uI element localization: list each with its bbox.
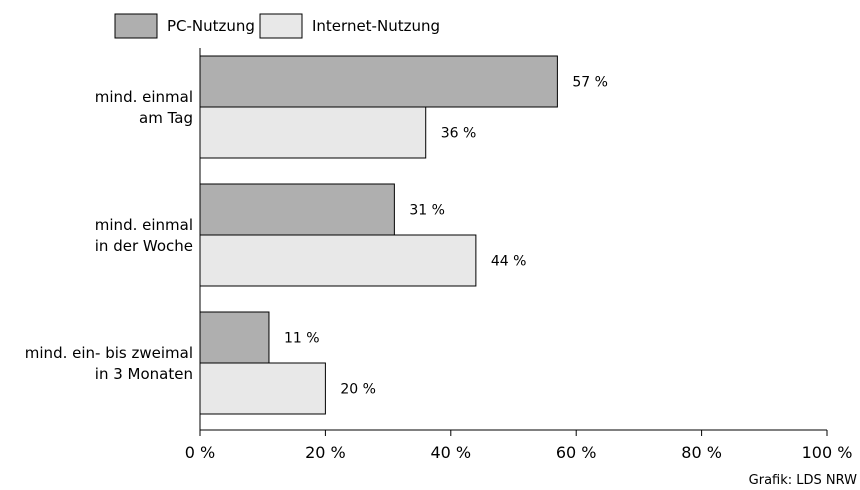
- legend-swatch-1: [114, 13, 158, 39]
- legend: PC-Nutzung Internet-Nutzung: [114, 13, 440, 39]
- category-label-1-line-2: am Tag: [139, 109, 193, 127]
- bar-pc-1: [199, 55, 558, 108]
- bar-internet-3: [199, 362, 326, 415]
- value-label-internet-1: 36 %: [441, 126, 477, 142]
- bar-pc-3: [199, 311, 270, 364]
- legend-swatch-2: [259, 13, 303, 39]
- legend-label-2: Internet-Nutzung: [312, 17, 440, 35]
- value-label-pc-3: 11 %: [284, 331, 320, 347]
- category-label-2-line-2: in der Woche: [95, 237, 193, 255]
- bar-internet-1: [199, 106, 427, 159]
- x-tick-label-0: 0 %: [185, 443, 215, 462]
- x-tick-label-3: 60 %: [556, 443, 597, 462]
- bars: 57 % 36 % 31 % 44 % 11 % 20 %: [199, 55, 608, 415]
- bar-internet-2: [199, 234, 477, 287]
- x-tick-label-4: 80 %: [681, 443, 722, 462]
- x-tick-label-5: 100 %: [802, 443, 853, 462]
- x-tick-label-2: 40 %: [430, 443, 471, 462]
- category-label-3-line-2: in 3 Monaten: [95, 365, 193, 383]
- value-label-pc-2: 31 %: [409, 203, 445, 219]
- category-labels: mind. einmal am Tag mind. einmal in der Woc…: [25, 88, 193, 383]
- legend-label-1: PC-Nutzung: [167, 17, 255, 35]
- x-axis: 0 % 20 % 40 % 60 % 80 % 100 %: [185, 48, 853, 462]
- bar-pc-2: [199, 183, 395, 236]
- category-label-2-line-1: mind. einmal: [95, 216, 193, 234]
- source-label: Grafik: LDS NRW: [749, 473, 857, 488]
- x-tick-label-1: 20 %: [305, 443, 346, 462]
- value-label-internet-3: 20 %: [340, 382, 376, 398]
- category-label-3-line-1: mind. ein- bis zweimal: [25, 344, 193, 362]
- value-label-internet-2: 44 %: [491, 254, 527, 270]
- category-label-1-line-1: mind. einmal: [95, 88, 193, 106]
- value-label-pc-1: 57 %: [572, 75, 608, 91]
